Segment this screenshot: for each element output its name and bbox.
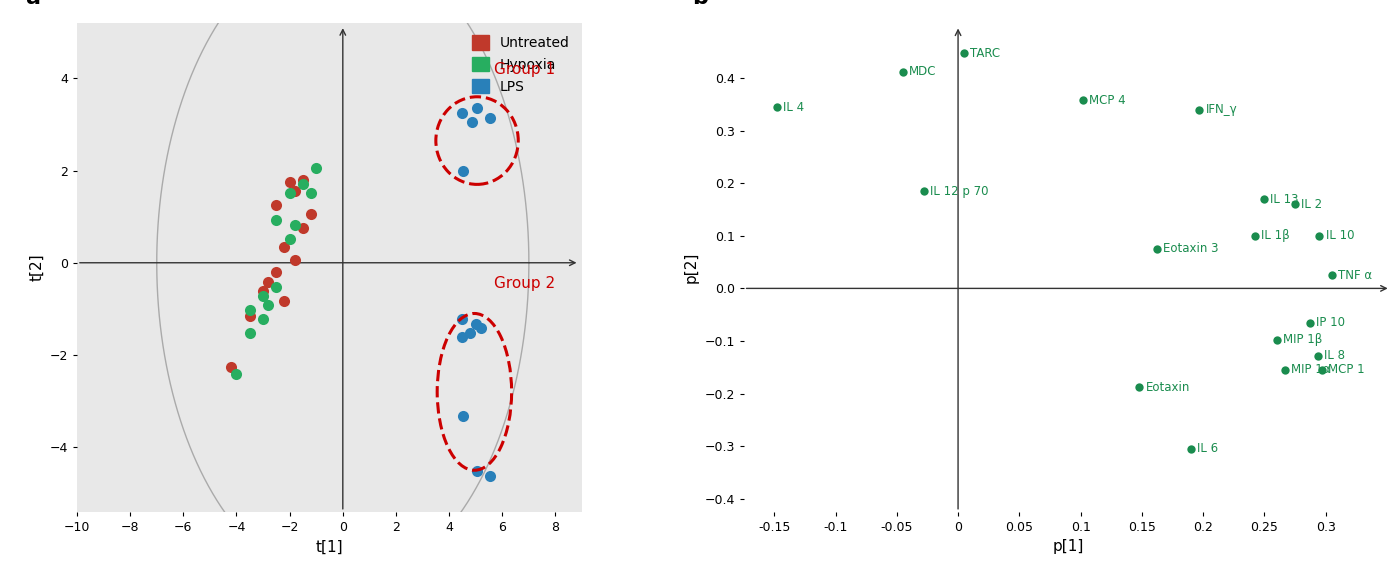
Text: IL 1β: IL 1β	[1260, 229, 1289, 242]
Text: IFN_γ: IFN_γ	[1205, 104, 1238, 116]
Text: IL 6: IL 6	[1197, 442, 1218, 455]
Text: IL 12 p 70: IL 12 p 70	[930, 185, 988, 198]
Text: IL 4: IL 4	[783, 101, 804, 114]
X-axis label: p[1]: p[1]	[1053, 539, 1084, 554]
Text: Group 1: Group 1	[494, 62, 556, 76]
Text: Eotaxin 3: Eotaxin 3	[1162, 243, 1218, 255]
Text: IL 13: IL 13	[1270, 193, 1299, 205]
Text: Eotaxin: Eotaxin	[1145, 381, 1190, 394]
Text: b: b	[692, 0, 707, 8]
Text: MIP 1β: MIP 1β	[1282, 334, 1322, 346]
Text: a: a	[27, 0, 42, 8]
Text: TNF α: TNF α	[1338, 269, 1372, 282]
Text: MCP 4: MCP 4	[1089, 94, 1126, 107]
Text: TARC: TARC	[970, 47, 1001, 60]
Text: IL 8: IL 8	[1324, 349, 1345, 362]
Text: MDC: MDC	[909, 66, 937, 78]
Legend: Untreated, Hypoxia, LPS: Untreated, Hypoxia, LPS	[466, 30, 575, 99]
Text: IL 2: IL 2	[1301, 198, 1322, 211]
Y-axis label: t[2]: t[2]	[29, 254, 43, 281]
Text: MIP 1α: MIP 1α	[1291, 363, 1331, 377]
Text: Group 2: Group 2	[494, 276, 556, 291]
X-axis label: t[1]: t[1]	[316, 539, 343, 554]
Text: IL 10: IL 10	[1326, 229, 1354, 242]
Text: MCP 1: MCP 1	[1329, 363, 1365, 377]
Y-axis label: p[2]: p[2]	[683, 252, 699, 283]
Text: IP 10: IP 10	[1316, 316, 1345, 329]
